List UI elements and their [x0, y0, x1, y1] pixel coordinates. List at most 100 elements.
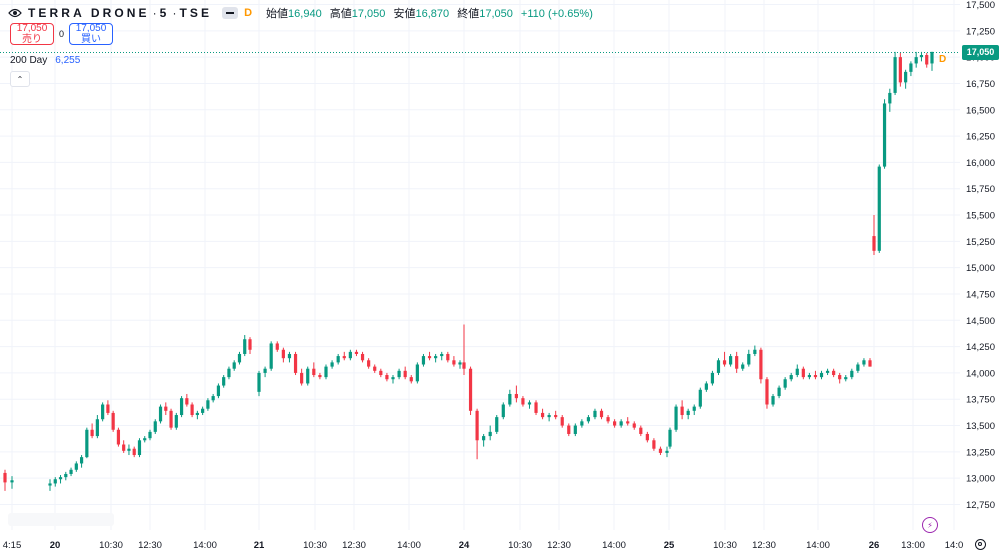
candle-body	[360, 353, 365, 361]
price-tick-label: 13,000	[966, 474, 995, 485]
candle-body	[222, 377, 226, 386]
candle-body	[64, 473, 68, 478]
candle-body	[765, 379, 769, 405]
candle-body	[300, 372, 304, 384]
candle-body	[462, 362, 466, 369]
candle-body	[354, 351, 359, 354]
candle-body	[856, 364, 860, 371]
candle-body	[893, 57, 897, 93]
price-tick-label: 14,000	[966, 368, 995, 379]
sell-button[interactable]: 17,050 売り	[10, 23, 54, 45]
candle-body	[704, 383, 708, 390]
buy-price: 17,050	[75, 22, 107, 34]
candle-body	[452, 360, 456, 365]
candle-body	[872, 236, 876, 251]
time-axis[interactable]: 4:15 20 10:30 12:30 14:00 21 10:30 12:30 14:00 24…	[3, 540, 964, 551]
candle-body	[137, 440, 142, 456]
candle-body	[540, 412, 545, 418]
candle-body	[427, 356, 432, 359]
candle-body	[783, 379, 787, 388]
price-tick-label: 14,500	[966, 316, 995, 327]
candle-body	[665, 450, 669, 453]
data-status-badge[interactable]: D	[244, 7, 253, 19]
chevron-up-icon[interactable]: ⌃	[10, 71, 30, 87]
candle-body	[111, 412, 115, 430]
settings-icon[interactable]	[975, 539, 986, 550]
candle-body	[807, 375, 811, 378]
candle-body	[132, 448, 136, 456]
candle-body	[789, 375, 793, 380]
candle-body	[838, 375, 842, 380]
candle-body	[257, 372, 261, 392]
buy-button[interactable]: 17,050 買い	[69, 23, 113, 45]
open-value: 16,940	[288, 8, 322, 20]
candle-body	[148, 431, 152, 439]
candle-body	[206, 400, 210, 409]
candle-body	[164, 406, 168, 411]
candle-body	[379, 370, 383, 376]
candle-body	[373, 366, 377, 371]
candle-body	[468, 368, 473, 411]
price-tick-label: 16,500	[966, 105, 995, 116]
candle-body	[101, 404, 105, 420]
candle-body	[716, 360, 721, 373]
last-price-badge: 17,050	[962, 45, 999, 60]
candle-body	[127, 448, 131, 451]
high-label: 高値	[329, 8, 352, 20]
collapse-pill-icon[interactable]	[222, 7, 239, 19]
time-tick-label: 4:15	[3, 540, 22, 551]
candle-body	[324, 366, 328, 378]
candle-body	[554, 415, 558, 418]
price-tick-label: 12,750	[966, 500, 995, 511]
symbol-interval[interactable]: 5	[159, 6, 170, 20]
sell-label: 売り	[22, 33, 42, 45]
price-tick-label: 16,750	[966, 79, 995, 90]
gridlines	[0, 0, 960, 530]
symbol-exchange[interactable]: TSE	[179, 6, 213, 20]
candle-body	[692, 406, 696, 411]
time-tick-label: 14:00	[397, 540, 421, 551]
candle-body	[753, 349, 757, 354]
ohlc-values: 始値16,940 高値17,050 安値16,870 終値17,050 +110…	[266, 5, 593, 21]
candle-body	[888, 92, 892, 104]
candle-body	[174, 415, 178, 428]
candle-body	[919, 55, 924, 58]
candle-body	[263, 368, 267, 373]
candle-body	[281, 349, 285, 359]
symbol-name[interactable]: TERRA DRONE	[28, 6, 150, 20]
price-tick-label: 13,250	[966, 447, 995, 458]
time-tick-label: 12:30	[547, 540, 571, 551]
time-tick-label: 21	[254, 540, 265, 551]
candle-body	[58, 477, 63, 480]
candle-body	[914, 57, 918, 64]
candle-body	[819, 372, 824, 378]
candle-body	[415, 364, 419, 382]
candle-body	[434, 356, 438, 359]
candle-body	[593, 410, 597, 418]
open-label: 始値	[266, 8, 289, 20]
candle-body	[771, 396, 775, 405]
price-tick-label: 16,000	[966, 158, 995, 169]
sell-price: 17,050	[16, 22, 48, 34]
time-tick-label: 10:30	[713, 540, 737, 551]
time-tick-label: 14:0	[945, 540, 964, 551]
candle-body	[844, 377, 848, 380]
candle-body	[877, 166, 881, 251]
candle-body	[547, 415, 551, 418]
candle-body	[508, 393, 512, 405]
lightning-icon[interactable]: ⚡	[922, 517, 938, 533]
candle-body	[95, 419, 99, 437]
candle-body	[652, 440, 656, 449]
candle-body	[391, 377, 395, 380]
session-marker: D	[939, 54, 947, 65]
candle-body	[882, 103, 887, 167]
time-tick-label: 12:30	[138, 540, 162, 551]
candle-body	[348, 351, 352, 359]
price-axis[interactable]: 17,50017,25017,00016,75016,50016,25016,0…	[966, 0, 995, 511]
time-tick-label: 12:30	[752, 540, 776, 551]
eye-icon[interactable]	[8, 8, 22, 18]
candle-body	[179, 398, 184, 416]
indicator-legend[interactable]: 200 Day 6,255	[10, 55, 80, 66]
candle-body	[862, 360, 866, 365]
